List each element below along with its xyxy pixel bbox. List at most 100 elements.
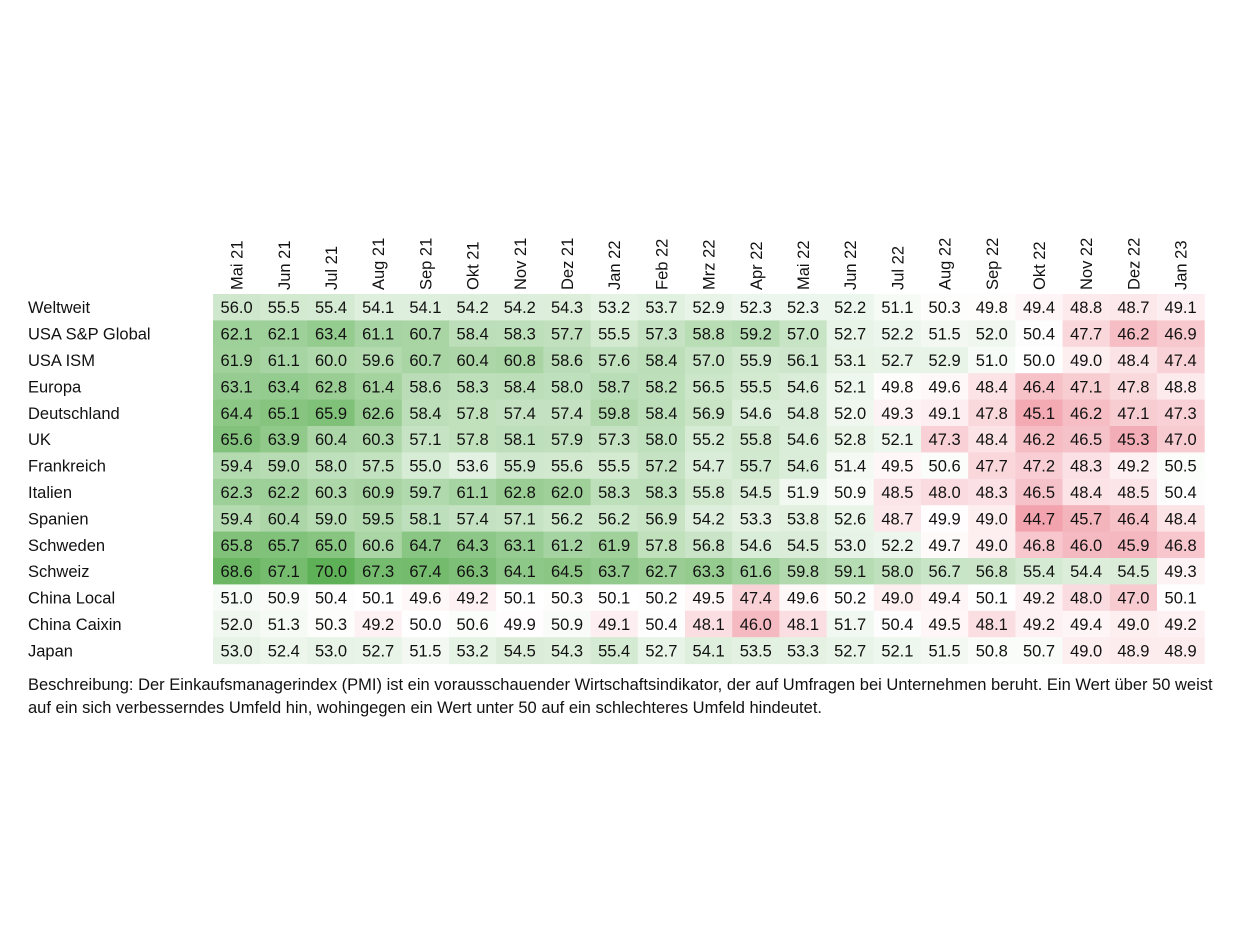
row-label: Spanien [28,510,89,528]
column-header: Aug 22 [937,238,955,290]
heatmap-cell [637,426,686,453]
heatmap-cell [1157,426,1205,453]
heatmap-cell [968,346,1016,374]
cell-value: 49.6 [409,590,441,608]
cell-value: 48.1 [976,616,1008,634]
cell-value: 61.9 [598,537,630,555]
heatmap-cell [1015,478,1064,506]
cell-value: 57.3 [598,431,630,449]
heatmap-cell [590,373,639,401]
column-header: Mai 21 [229,240,247,290]
heatmap-cell [590,584,639,612]
cell-value: 52.1 [881,642,913,660]
heatmap-cell [260,426,308,453]
cell-value: 56.9 [645,510,677,528]
cell-value: 50.1 [598,590,630,608]
cell-value: 54.4 [1070,563,1102,581]
cell-value: 49.8 [881,378,913,396]
cell-value: 48.4 [1165,510,1197,528]
heatmap-cell [873,452,922,480]
heatmap-cell [449,399,497,427]
cell-value: 50.2 [645,590,677,608]
cell-value: 60.4 [268,510,300,528]
heatmap-cell [260,452,308,480]
row-label: Schweden [28,537,105,555]
cell-value: 58.4 [457,326,489,344]
row-label: Deutschland [28,405,120,423]
cell-value: 52.0 [976,326,1008,344]
cell-value: 54.7 [693,458,725,476]
row-label: Frankreich [28,458,106,476]
heatmap-cell [260,373,308,401]
heatmap-cell [307,531,356,559]
heatmap-cell [449,320,497,348]
cell-value: 63.7 [598,563,630,581]
row-labels: Weltweit USA S&P Global USA ISM Europa Deuts… [28,299,151,660]
heatmap-cell [449,452,497,480]
cell-value: 49.0 [976,510,1008,528]
heatmap-cell [1015,558,1064,585]
heatmap-cell [921,558,969,585]
row-label: USA ISM [28,352,95,370]
heatmap-cell [1015,399,1064,427]
cell-value: 47.8 [1117,378,1149,396]
cell-value: 59.8 [787,563,819,581]
column-header: Nov 22 [1078,238,1096,290]
cell-value: 63.4 [268,378,300,396]
heatmap-cell [921,373,969,401]
heatmap-cell [260,558,308,585]
heatmap-cell [1157,637,1205,665]
heatmap-cell [637,320,686,348]
cell-value: 62.7 [645,563,677,581]
heatmap-cell [826,478,875,506]
heatmap-cell [354,584,403,612]
cell-value: 57.4 [504,405,536,423]
cell-value: 46.0 [740,616,772,634]
heatmap-cell [590,452,639,480]
heatmap-cell [921,399,969,427]
heatmap-cell [213,610,261,638]
cell-value: 49.9 [929,510,961,528]
heatmap-cell [826,320,875,348]
cell-value: 51.1 [881,299,913,317]
cell-value: 49.5 [693,590,725,608]
heatmap-cell [732,399,780,427]
cell-value: 57.9 [551,431,583,449]
heatmap-cell [213,373,261,401]
heatmap-cell [307,320,356,348]
cell-value: 56.8 [693,537,725,555]
heatmap-cell [590,346,639,374]
cell-value: 59.0 [268,458,300,476]
cell-value: 52.8 [834,431,866,449]
cell-value: 55.5 [740,378,772,396]
heatmap-cell [1062,426,1111,453]
cell-value: 63.3 [693,563,725,581]
cell-value: 50.0 [1023,352,1055,370]
cell-value: 53.5 [740,642,772,660]
cell-value: 52.7 [881,352,913,370]
cell-value: 55.7 [740,458,772,476]
cell-value: 60.7 [409,326,441,344]
cell-value: 54.8 [787,405,819,423]
cell-value: 59.2 [740,326,772,344]
heatmap-cell [496,610,544,638]
heatmap-cell [401,478,450,506]
cell-value: 47.7 [976,458,1008,476]
heatmap-cell [260,294,308,321]
heatmap-cell [826,294,875,321]
cell-value: 52.2 [834,299,866,317]
heatmap-cell [307,610,356,638]
heatmap-cell [685,637,733,665]
heatmap-cell [354,531,403,559]
heatmap-cell [543,320,592,348]
cell-value: 58.1 [409,510,441,528]
heatmap-cell [260,637,308,665]
cell-value: 58.0 [881,563,913,581]
heatmap-cell [921,426,969,453]
heatmap-cell [307,373,356,401]
cell-value: 49.9 [504,616,536,634]
heatmap-cell [260,320,308,348]
cell-value: 61.4 [362,378,394,396]
cell-value: 57.8 [457,405,489,423]
heatmap-cell [873,373,922,401]
